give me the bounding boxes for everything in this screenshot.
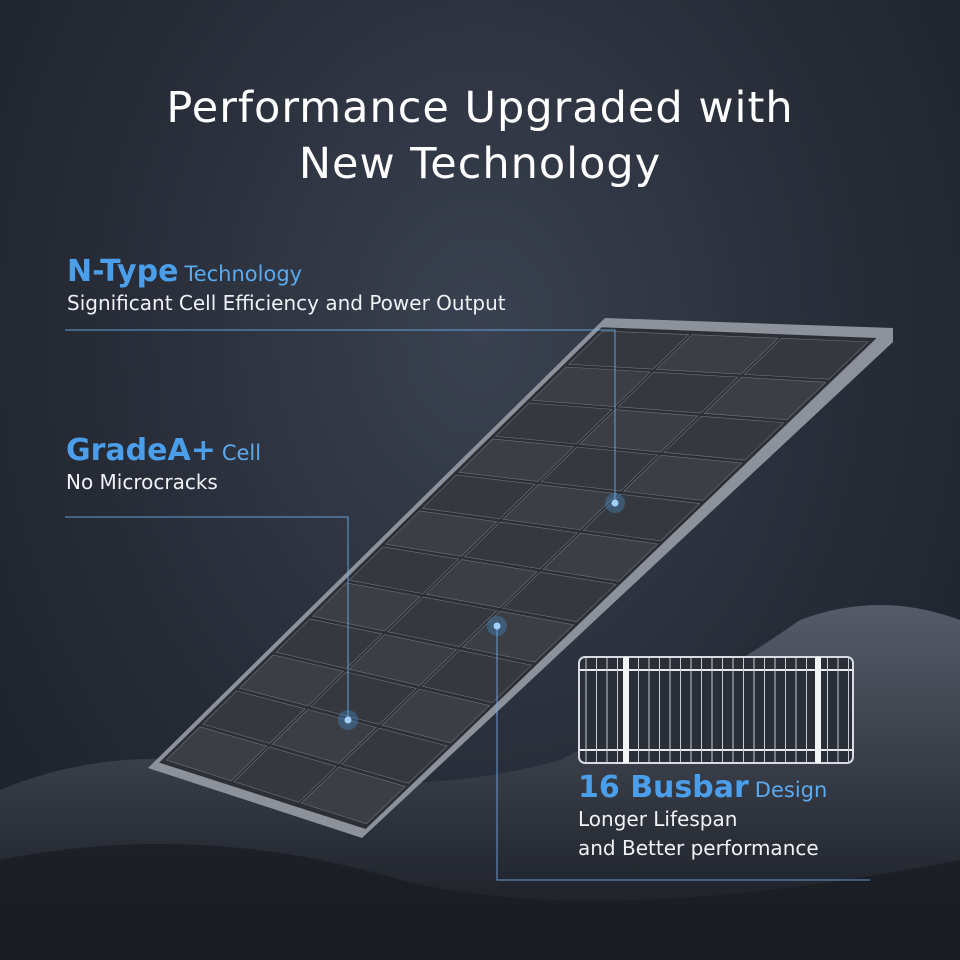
solar-cell bbox=[494, 402, 613, 445]
solar-cell bbox=[300, 766, 406, 825]
callout-line bbox=[65, 329, 616, 503]
solar-cell bbox=[202, 690, 306, 744]
solar-cell bbox=[743, 338, 869, 380]
callout-line bbox=[496, 626, 870, 881]
callout-highlight: N-Type bbox=[67, 254, 179, 289]
callout-dot bbox=[344, 716, 352, 724]
solar-cell bbox=[425, 559, 538, 609]
solar-cell bbox=[463, 521, 578, 570]
title-line-1: Performance Upgraded with bbox=[166, 83, 794, 133]
solar-cell bbox=[381, 688, 491, 744]
busbar-connector bbox=[815, 657, 821, 763]
callout-grade-a: GradeA+ Cell No Microcracks bbox=[66, 433, 261, 497]
solar-cell bbox=[502, 484, 619, 531]
solar-cell bbox=[461, 610, 575, 663]
solar-cell bbox=[617, 371, 739, 414]
callout-suffix: Design bbox=[754, 778, 828, 802]
solar-cell bbox=[275, 618, 383, 669]
solar-cell bbox=[233, 746, 337, 803]
solar-cell bbox=[311, 582, 421, 632]
callout-n-type: N-Type Technology Significant Cell Effici… bbox=[67, 254, 506, 318]
solar-cell bbox=[348, 546, 460, 595]
solar-cell bbox=[540, 446, 659, 492]
title-line-2: New Technology bbox=[298, 139, 662, 189]
callout-dot bbox=[611, 499, 619, 507]
solar-cell bbox=[348, 634, 458, 686]
solar-cell bbox=[386, 596, 498, 647]
solar-cell bbox=[542, 532, 659, 582]
solar-cell bbox=[238, 654, 345, 707]
callout-busbar: 16 Busbar Design Longer Lifespan and Bett… bbox=[578, 770, 827, 863]
callout-highlight: 16 Busbar bbox=[578, 770, 749, 805]
callout-line bbox=[65, 516, 349, 720]
solar-cell bbox=[502, 571, 617, 623]
callout-description-line-2: and Better performance bbox=[578, 836, 819, 860]
callout-description: No Microcracks bbox=[66, 470, 218, 494]
solar-cell bbox=[663, 415, 785, 461]
solar-cell bbox=[421, 649, 533, 703]
callout-highlight: GradeA+ bbox=[66, 433, 216, 468]
solar-cell bbox=[703, 377, 827, 420]
solar-cell bbox=[582, 493, 701, 542]
solar-cell bbox=[271, 709, 377, 764]
solar-cell bbox=[421, 474, 536, 520]
solar-cell bbox=[458, 438, 575, 482]
solar-cell bbox=[310, 671, 418, 725]
solar-cell bbox=[165, 726, 268, 782]
solar-cell bbox=[567, 330, 690, 370]
callout-suffix: Cell bbox=[221, 441, 262, 465]
solar-cell bbox=[579, 409, 699, 453]
busbar-cell-outline bbox=[578, 656, 854, 764]
solar-cell bbox=[385, 510, 498, 557]
callout-description: Significant Cell Efficiency and Power Ou… bbox=[67, 291, 506, 315]
busbar-connector bbox=[623, 657, 629, 763]
solar-cell bbox=[622, 454, 743, 501]
callout-description-line-1: Longer Lifespan bbox=[578, 807, 738, 831]
callout-dot bbox=[493, 622, 501, 630]
solar-cell bbox=[341, 727, 448, 784]
busbar-diagram bbox=[578, 656, 854, 764]
callout-suffix: Technology bbox=[184, 262, 303, 286]
solar-cell bbox=[655, 334, 779, 375]
page-title: Performance Upgraded with New Technology bbox=[0, 80, 960, 192]
